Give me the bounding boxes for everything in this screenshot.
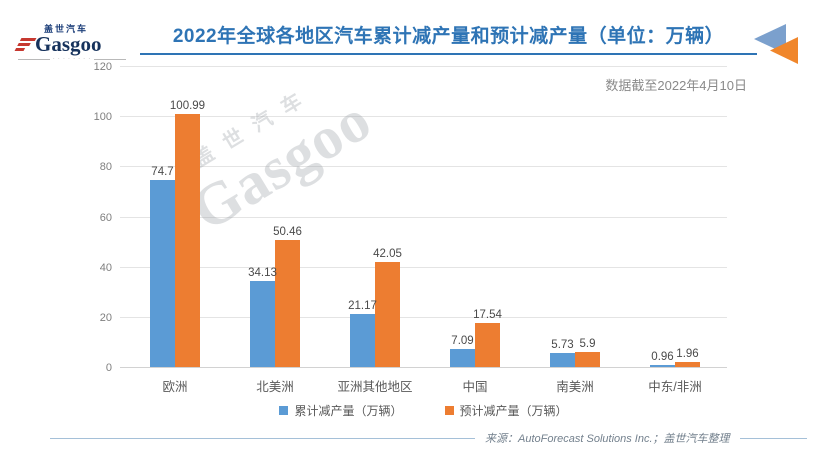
gridline-20 (120, 316, 727, 318)
legend-item-forecast: 预计减产量（万辆） (444, 402, 568, 419)
value-label-forecast-5: 1.96 (676, 348, 699, 361)
x-axis-line (120, 367, 727, 368)
legend-swatch-orange (444, 406, 454, 415)
category-label-4: 南美洲 (556, 380, 594, 394)
value-label-cumulative-1: 34.13 (248, 267, 277, 280)
bar-cumulative-3 (450, 349, 475, 367)
value-label-cumulative-5: 0.96 (651, 350, 674, 363)
gridline-60 (120, 216, 727, 218)
logo-brand-text: Gasgoo (35, 32, 102, 56)
ytick-label-0: 0 (105, 362, 112, 374)
bar-forecast-0 (175, 113, 200, 367)
gasgoo-logo: 盖世汽车 Gasgoo · · · · · · · · (14, 22, 127, 62)
value-label-forecast-0: 100.99 (169, 99, 206, 112)
legend-label-cumulative: 累计减产量（万辆） (294, 404, 403, 418)
bar-cumulative-0 (150, 179, 175, 367)
ytick-label-80: 80 (99, 161, 112, 174)
category-label-5: 中东/非洲 (648, 380, 702, 394)
ytick-label-120: 120 (93, 61, 112, 73)
gridline-100 (120, 116, 727, 118)
source-text: 来源：AutoForecast Solutions Inc.；盖世汽车整理 (485, 433, 730, 445)
corner-arrows-icon (754, 24, 798, 64)
y-axis: 0 20 40 60 80 100 120 (0, 61, 112, 374)
bar-cumulative-5 (650, 364, 675, 367)
value-label-cumulative-0: 74.7 (151, 165, 174, 178)
legend-swatch-blue (279, 406, 289, 415)
bar-forecast-1 (275, 240, 300, 367)
page-title: 2022年全球各地区汽车累计减产量和预计减产量（单位：万辆） (172, 26, 725, 47)
ytick-label-40: 40 (99, 261, 112, 274)
ytick-label-100: 100 (93, 111, 112, 124)
footer-rule-left (50, 437, 476, 439)
ytick-label-60: 60 (99, 211, 112, 224)
logo-stripes-icon (14, 37, 37, 51)
bar-cumulative-1 (250, 281, 275, 367)
chart-legend: 累计减产量（万辆） 预计减产量（万辆） (120, 402, 727, 419)
bar-forecast-2 (375, 261, 400, 367)
bar-cumulative-2 (350, 313, 375, 367)
legend-item-cumulative: 累计减产量（万辆） (279, 402, 403, 419)
logo-tagline-rule: · · · · · · · · (18, 56, 127, 62)
bar-forecast-3 (475, 323, 500, 367)
legend-label-forecast: 预计减产量（万辆） (459, 404, 568, 418)
ytick-label-20: 20 (99, 311, 112, 324)
bar-forecast-4 (575, 352, 600, 367)
source-footer: 来源：AutoForecast Solutions Inc.；盖世汽车整理 (50, 430, 807, 446)
value-label-forecast-1: 50.46 (273, 226, 302, 239)
value-label-cumulative-4: 5.73 (551, 338, 574, 351)
category-label-3: 中国 (462, 380, 488, 394)
logo-wordmark: Gasgoo (14, 32, 126, 56)
data-cutoff-note: 数据截至2022年4月10日 (605, 78, 747, 93)
category-label-0: 欧洲 (162, 380, 188, 394)
bar-forecast-5 (675, 362, 700, 367)
category-label-1: 北美洲 (256, 380, 294, 394)
value-label-cumulative-2: 21.17 (348, 299, 377, 312)
bar-cumulative-4 (550, 352, 575, 367)
gridline-120 (120, 66, 727, 67)
footer-rule-right (739, 437, 807, 439)
value-label-cumulative-3: 7.09 (451, 335, 474, 348)
title-block: 2022年全球各地区汽车累计减产量和预计减产量（单位：万辆） (140, 24, 757, 55)
category-label-2: 亚洲其他地区 (337, 380, 413, 394)
gridline-40 (120, 266, 727, 268)
value-label-forecast-2: 42.05 (373, 247, 402, 260)
bar-chart-plot-area: 74.7 100.99 34.13 50.46 21.17 42.05 7.09 17.54 5… (120, 66, 727, 368)
x-axis-labels: 欧洲 北美洲 亚洲其他地区 中国 南美洲 中东/非洲 (120, 376, 727, 394)
value-label-forecast-3: 17.54 (473, 309, 502, 322)
value-label-forecast-4: 5.9 (579, 338, 596, 351)
logo-chinese-name: 盖世汽车 (44, 24, 89, 34)
gridline-80 (120, 166, 727, 168)
